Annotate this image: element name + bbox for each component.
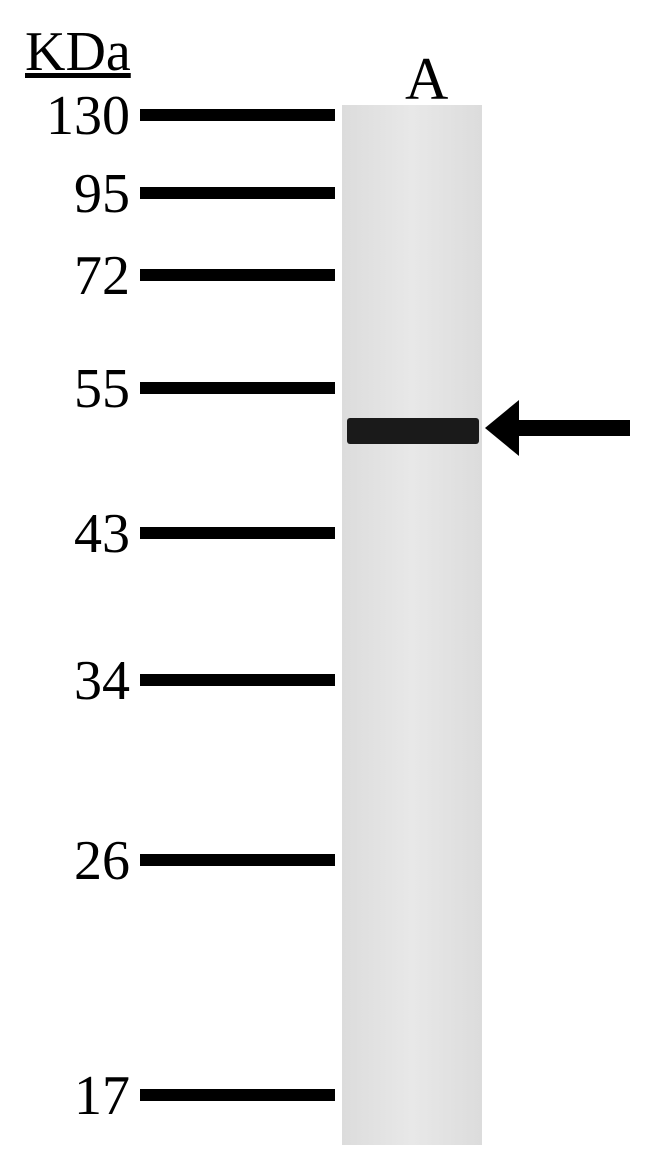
marker-label: 55 xyxy=(74,357,130,421)
marker-tick xyxy=(140,674,335,686)
marker-tick xyxy=(140,527,335,539)
marker-label: 43 xyxy=(74,502,130,566)
marker-label: 72 xyxy=(74,244,130,308)
marker-tick xyxy=(140,854,335,866)
marker-tick xyxy=(140,269,335,281)
marker-tick xyxy=(140,109,335,121)
marker-label: 95 xyxy=(74,162,130,226)
marker-tick xyxy=(140,1089,335,1101)
lane-a-label: A xyxy=(405,45,448,114)
indicator-arrow-shaft xyxy=(510,420,630,436)
marker-label: 26 xyxy=(74,829,130,893)
kda-header-label: KDa xyxy=(25,20,131,84)
marker-tick xyxy=(140,187,335,199)
western-blot-figure: KDa A 130 95 72 55 43 34 26 17 xyxy=(0,0,650,1161)
marker-label: 17 xyxy=(74,1064,130,1128)
marker-label: 130 xyxy=(46,84,130,148)
indicator-arrow-head xyxy=(485,400,519,456)
marker-tick xyxy=(140,382,335,394)
protein-band xyxy=(347,418,479,444)
lane-a xyxy=(342,105,482,1145)
marker-label: 34 xyxy=(74,649,130,713)
